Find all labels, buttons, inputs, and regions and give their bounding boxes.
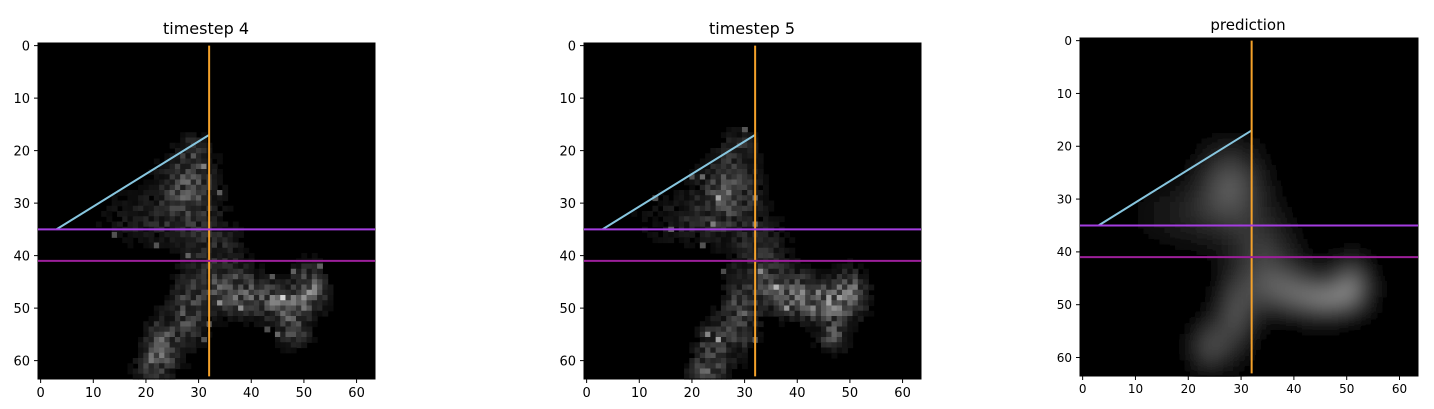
x-tick-label: 10 [85, 386, 102, 401]
y-tick-label: 30 [13, 197, 30, 212]
y-tick-label: 10 [559, 92, 576, 107]
axes-frame [1079, 37, 1419, 377]
overlay-line-diagonal [601, 134, 756, 231]
y-tick-label: 10 [1057, 87, 1072, 101]
overlay-lines [584, 45, 921, 377]
x-tick-label: 60 [1392, 382, 1407, 396]
x-tick-label: 60 [348, 386, 365, 401]
x-tick-label: 60 [894, 386, 911, 401]
x-tick-label: 10 [1128, 382, 1143, 396]
image-area [1079, 37, 1419, 377]
x-tick-label: 40 [1286, 382, 1301, 396]
axes-frame [37, 42, 376, 380]
x-tick-label: 30 [736, 386, 753, 401]
x-tick-label: 50 [1339, 382, 1354, 396]
y-tick-label: 30 [559, 197, 576, 212]
y-tick-label: 0 [1064, 34, 1072, 48]
image-pixels [95, 132, 334, 380]
axis-ticks: 0 10 20 30 40 50 60 0 10 20 30 40 50 60 [13, 39, 364, 401]
y-tick-label: 50 [1057, 298, 1072, 312]
y-tick-label: 50 [13, 302, 30, 317]
y-tick-label: 40 [559, 249, 576, 264]
x-tick-label: 40 [243, 386, 260, 401]
x-tick-label: 20 [1181, 382, 1196, 396]
y-tick-label: 40 [1057, 245, 1072, 259]
panel-title: timestep 5 [709, 19, 795, 38]
y-tick-label: 60 [13, 354, 30, 369]
y-tick-label: 40 [13, 249, 30, 264]
y-tick-label: 20 [13, 144, 30, 159]
y-tick-label: 60 [559, 354, 576, 369]
image-area [583, 42, 922, 380]
axes-frame [583, 42, 922, 380]
image-area [37, 42, 376, 380]
panel-timestep-5: timestep 5 0 10 20 30 40 50 60 0 10 20 30 40 50 60 [559, 19, 922, 401]
overlay-lines [38, 45, 375, 377]
overlay-line-diagonal [1097, 129, 1253, 227]
x-tick-label: 0 [582, 386, 590, 401]
x-tick-label: 10 [631, 386, 648, 401]
x-tick-label: 50 [842, 386, 859, 401]
axis-ticks: 0 10 20 30 40 50 60 0 10 20 30 40 50 60 [559, 39, 910, 401]
x-tick-label: 20 [684, 386, 701, 401]
x-tick-label: 0 [1079, 382, 1087, 396]
x-tick-label: 40 [789, 386, 806, 401]
x-tick-label: 30 [1233, 382, 1248, 396]
y-tick-label: 10 [13, 92, 30, 107]
panel-title: prediction [1210, 16, 1285, 34]
x-tick-label: 50 [296, 386, 313, 401]
y-tick-label: 20 [559, 144, 576, 159]
axis-ticks: 0 10 20 30 40 50 60 0 10 20 30 40 50 60 [1057, 34, 1407, 396]
y-tick-label: 50 [559, 302, 576, 317]
y-tick-label: 0 [22, 39, 30, 54]
overlay-line-diagonal [55, 134, 210, 231]
x-tick-label: 0 [36, 386, 44, 401]
y-tick-label: 0 [568, 39, 576, 54]
y-tick-label: 60 [1057, 351, 1072, 365]
overlay-lines [1080, 40, 1418, 374]
panel-prediction: prediction 0 10 20 30 40 50 60 0 10 20 30 40 50 60 [1057, 16, 1419, 396]
panel-timestep-4: timestep 4 0 10 20 30 40 50 60 0 10 20 30 40 50 60 [13, 19, 376, 401]
x-tick-label: 30 [190, 386, 207, 401]
panel-title: timestep 4 [163, 19, 249, 38]
y-tick-label: 20 [1057, 140, 1072, 154]
x-tick-label: 20 [138, 386, 155, 401]
y-tick-label: 30 [1057, 192, 1072, 206]
image-pixels [1138, 133, 1387, 377]
